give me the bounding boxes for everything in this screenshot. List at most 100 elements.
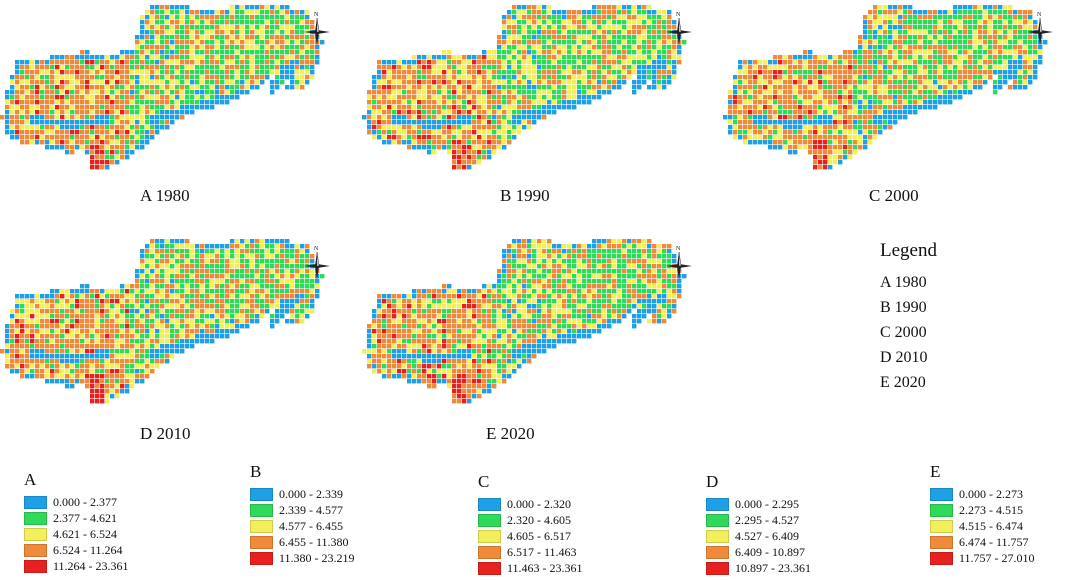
key-range: 0.000 - 2.320 [507, 496, 571, 511]
swatch [706, 561, 729, 575]
panel-label-d: D 2010 [140, 424, 191, 443]
class-key-d: D 0.000 - 2.295 2.295 - 4.527 4.527 - 6.… [706, 472, 876, 576]
key-range: 0.000 - 2.295 [735, 496, 799, 511]
north-label: N [314, 12, 319, 18]
key-row: 11.264 - 23.361 [24, 558, 194, 574]
map-panel-c: N C 2000 [723, 0, 1063, 230]
key-range: 11.757 - 27.010 [959, 550, 1035, 565]
key-range: 4.577 - 6.455 [279, 518, 343, 533]
legend-item: D 2010 [880, 349, 928, 366]
north-arrow-icon: N [1025, 12, 1055, 50]
key-row: 0.000 - 2.339 [250, 486, 420, 502]
panel-label-c: C 2000 [869, 186, 919, 205]
north-label: N [676, 246, 681, 252]
key-range: 11.380 - 23.219 [279, 550, 355, 565]
legend-title: Legend [880, 240, 937, 261]
key-range: 11.463 - 23.361 [507, 560, 583, 575]
key-range: 6.474 - 11.757 [959, 534, 1029, 549]
key-row: 2.273 - 4.515 [930, 502, 1065, 518]
north-arrow-icon: N [664, 12, 694, 50]
key-row: 10.897 - 23.361 [706, 560, 876, 576]
key-range: 0.000 - 2.273 [959, 486, 1023, 501]
key-range: 2.339 - 4.577 [279, 502, 343, 517]
swatch [930, 487, 953, 501]
swatch [478, 529, 501, 543]
map-panel-e: N E 2020 [362, 234, 702, 464]
north-label: N [1037, 12, 1042, 18]
key-row: 11.463 - 23.361 [478, 560, 648, 576]
legend: Legend A 1980 B 1990 C 2000 D 2010 E 202… [868, 240, 988, 395]
key-row: 2.339 - 4.577 [250, 502, 420, 518]
legend-item: C 2000 [880, 324, 927, 341]
map-panel-b: N B 1990 [362, 0, 702, 230]
swatch [478, 513, 501, 527]
key-row: 0.000 - 2.377 [24, 494, 194, 510]
swatch [930, 519, 953, 533]
key-range: 6.455 - 11.380 [279, 534, 349, 549]
swatch [706, 545, 729, 559]
key-row: 2.377 - 4.621 [24, 510, 194, 526]
swatch [24, 511, 47, 525]
key-letter: D [706, 472, 719, 491]
legend-item: B 1990 [880, 299, 927, 316]
key-letter: E [930, 462, 941, 481]
swatch [24, 543, 47, 557]
swatch [478, 561, 501, 575]
key-row: 6.517 - 11.463 [478, 544, 648, 560]
key-range: 6.517 - 11.463 [507, 544, 577, 559]
key-row: 4.515 - 6.474 [930, 518, 1065, 534]
key-range: 11.264 - 23.361 [53, 558, 129, 573]
key-row: 6.474 - 11.757 [930, 534, 1065, 550]
key-row: 4.527 - 6.409 [706, 528, 876, 544]
swatch [24, 559, 47, 573]
swatch [706, 529, 729, 543]
swatch [930, 535, 953, 549]
key-range: 4.515 - 6.474 [959, 518, 1023, 533]
north-arrow-icon: N [302, 12, 332, 50]
key-range: 4.605 - 6.517 [507, 528, 571, 543]
north-label: N [314, 246, 319, 252]
class-key-e: E 0.000 - 2.273 2.273 - 4.515 4.515 - 6.… [930, 462, 1065, 566]
key-row: 4.577 - 6.455 [250, 518, 420, 534]
swatch [24, 527, 47, 541]
key-letter: A [24, 470, 37, 489]
key-row: 2.295 - 4.527 [706, 512, 876, 528]
legend-item: A 1980 [880, 274, 927, 291]
grid-map-c [723, 5, 1048, 170]
class-key-b: B 0.000 - 2.339 2.339 - 4.577 4.577 - 6.… [250, 462, 420, 566]
map-panel-a: N A 1980 [0, 0, 340, 230]
swatch [930, 551, 953, 565]
key-range: 0.000 - 2.377 [53, 494, 117, 509]
grid-map-b [362, 5, 687, 170]
key-letter: C [478, 472, 490, 491]
swatch [250, 551, 273, 565]
grid-map-d [0, 239, 325, 404]
key-row: 4.621 - 6.524 [24, 526, 194, 542]
swatch [930, 503, 953, 517]
swatch [250, 519, 273, 533]
key-range: 2.295 - 4.527 [735, 512, 799, 527]
swatch [250, 503, 273, 517]
key-range: 4.621 - 6.524 [53, 526, 117, 541]
key-range: 0.000 - 2.339 [279, 486, 343, 501]
class-key-c: C 0.000 - 2.320 2.320 - 4.605 4.605 - 6.… [478, 472, 648, 576]
legend-item: E 2020 [880, 374, 926, 391]
panel-label-a: A 1980 [140, 186, 190, 205]
swatch [706, 497, 729, 511]
key-range: 6.409 - 10.897 [735, 544, 805, 559]
panel-label-e: E 2020 [486, 424, 535, 443]
key-row: 2.320 - 4.605 [478, 512, 648, 528]
key-letter: B [250, 462, 262, 481]
panel-label-b: B 1990 [500, 186, 550, 205]
north-arrow-icon: N [664, 246, 694, 284]
swatch [250, 535, 273, 549]
swatch [706, 513, 729, 527]
key-row: 0.000 - 2.273 [930, 486, 1065, 502]
key-row: 6.409 - 10.897 [706, 544, 876, 560]
key-range: 2.320 - 4.605 [507, 512, 571, 527]
key-row: 0.000 - 2.295 [706, 496, 876, 512]
map-panel-d: N D 2010 [0, 234, 340, 464]
key-row: 6.455 - 11.380 [250, 534, 420, 550]
swatch [478, 545, 501, 559]
key-row: 11.380 - 23.219 [250, 550, 420, 566]
